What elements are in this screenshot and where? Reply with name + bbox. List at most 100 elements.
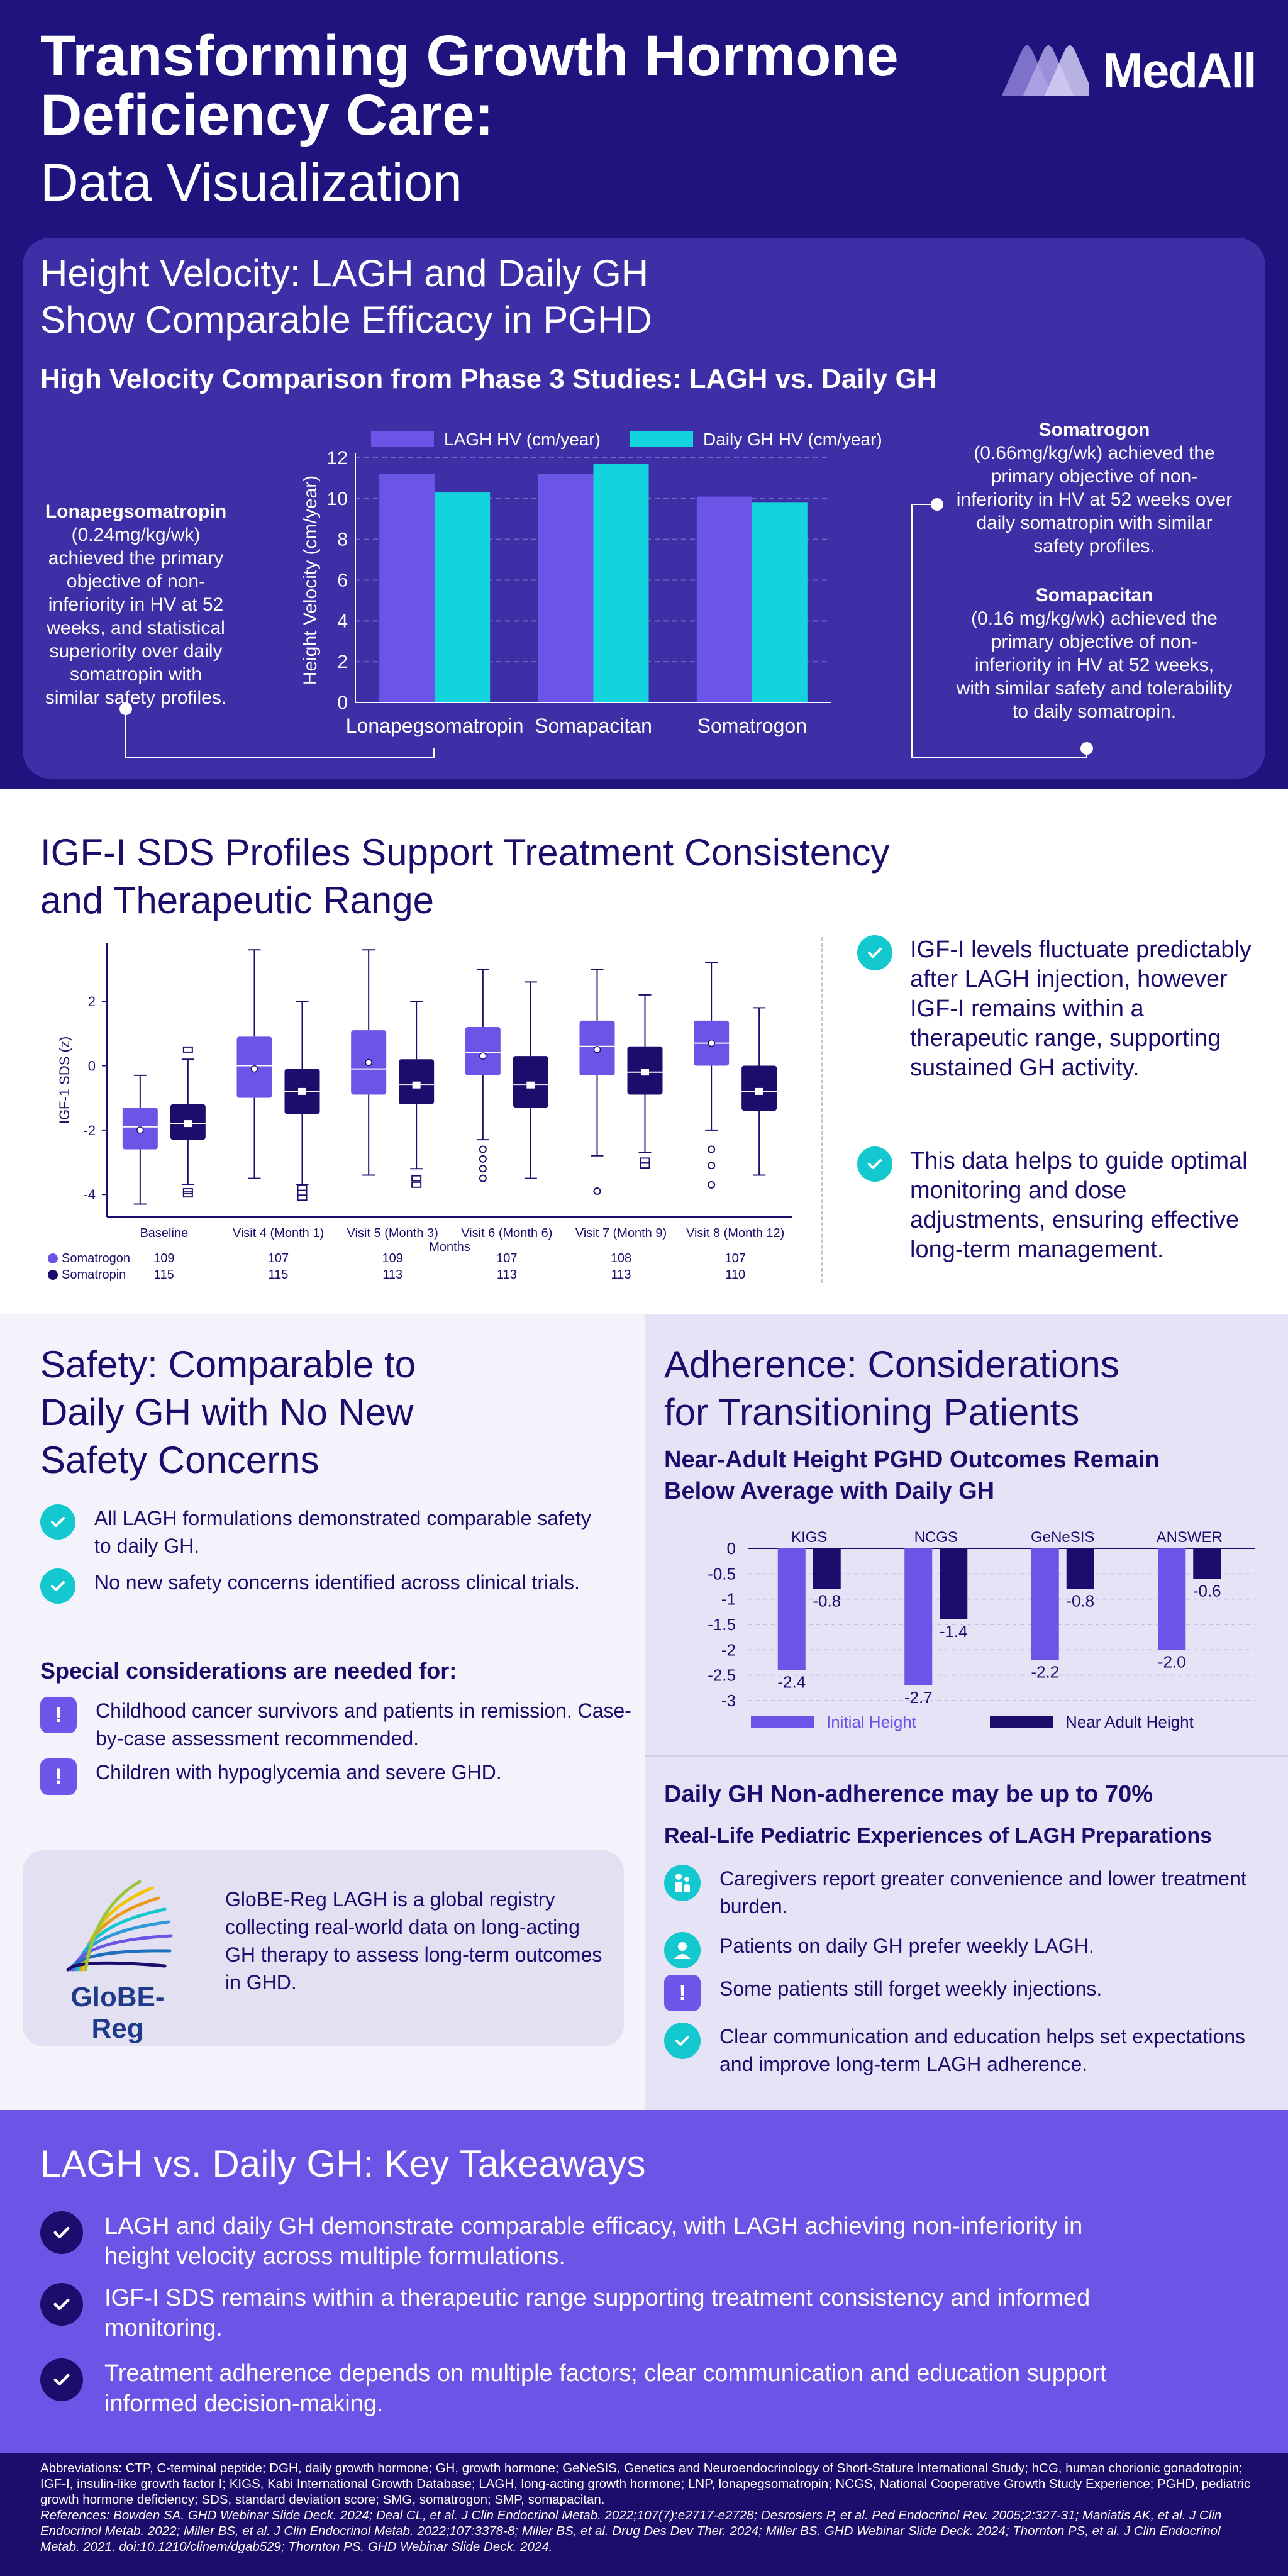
takeaway-item: LAGH and daily GH demonstrate comparable… [40, 2211, 1109, 2272]
globe-reg-logo-icon [66, 1880, 173, 1972]
x-tick-label: Baseline [140, 1226, 188, 1240]
legend-swatch [371, 431, 434, 447]
nonadherence-heading: Daily GH Non-adherence may be up to 70% [664, 1781, 1153, 1807]
y-tick-label: 10 [327, 489, 348, 509]
special-considerations-heading: Special considerations are needed for: [40, 1658, 457, 1684]
check-icon [857, 1146, 892, 1182]
warning-icon: ! [40, 1758, 77, 1795]
box-outlier [479, 1155, 487, 1163]
n-value: 115 [269, 1268, 289, 1282]
box-outlier [479, 1174, 487, 1182]
box-mean-marker [136, 1126, 144, 1134]
nah-bar-chart: 0 -0.5 -1 -1.5 -2 -2.5 -3 -2.4 -0.8 KIGS -2.7 -1.4 N… [708, 1529, 1255, 1731]
box-outlier [708, 1162, 716, 1170]
adherence-item: ! Some patients still forget weekly inje… [664, 1975, 1268, 2011]
annotation-text: (0.16 mg/kg/wk) achieved the primary obj… [956, 608, 1233, 722]
y-axis-label: Height Velocity (cm/year) [300, 475, 321, 685]
annotation-title: Lonapegsomatropin [45, 501, 227, 522]
y-tick-label: -3 [721, 1691, 736, 1710]
n-value: 113 [382, 1268, 402, 1282]
box-mean-marker [298, 1087, 306, 1095]
box-rect [465, 1027, 501, 1075]
legend-swatch [48, 1270, 58, 1280]
nah-bar [1066, 1548, 1094, 1589]
igf-bullet-text: IGF-I levels fluctuate predictably after… [910, 936, 1252, 1081]
y-tick-label: -2 [83, 1123, 96, 1138]
nah-bar [1031, 1548, 1059, 1660]
legend-label: Near Adult Height [1065, 1713, 1194, 1731]
legend-swatch [751, 1716, 814, 1728]
y-tick-label: 6 [337, 570, 348, 591]
y-tick-label: -2.5 [708, 1666, 736, 1685]
y-tick-label: -1.5 [708, 1615, 736, 1634]
adherence-item: Patients on daily GH prefer weekly LAGH. [664, 1932, 1268, 1968]
check-icon [40, 2211, 83, 2254]
x-tick-label: Lonapegsomatropin [346, 714, 524, 737]
data-label: -2.0 [1158, 1652, 1186, 1671]
box-mean-marker [526, 1081, 535, 1089]
page-title: Transforming Growth Hormone Deficiency C… [40, 24, 899, 147]
nah-bar [904, 1548, 933, 1685]
warning-icon: ! [664, 1975, 701, 2011]
nah-bar [940, 1548, 968, 1619]
hv-heading: Height Velocity: LAGH and Daily GH Show … [40, 250, 795, 343]
data-label: -0.8 [1066, 1592, 1094, 1611]
legend-label: Initial Height [826, 1713, 917, 1731]
hv-bar [435, 492, 491, 702]
annotation-somapacitan: Somapacitan (0.16 mg/kg/wk) achieved the… [956, 584, 1233, 723]
takeaways-heading: LAGH vs. Daily GH: Key Takeaways [40, 2143, 646, 2185]
nah-bar [813, 1548, 841, 1589]
y-tick-label: 2 [337, 652, 348, 672]
y-tick-label: -1 [721, 1590, 736, 1609]
annotation-title: Somapacitan [1035, 585, 1153, 606]
n-value: 109 [382, 1252, 402, 1265]
connector-dot [119, 702, 132, 715]
legend-label: Daily GH HV (cm/year) [703, 430, 882, 449]
category-label: GeNeSIS [1031, 1529, 1094, 1546]
category-label: NCGS [914, 1529, 958, 1546]
hv-heading-line: Height Velocity: LAGH and Daily GH [40, 252, 649, 294]
legend-swatch [48, 1253, 58, 1263]
box-mean-marker [184, 1120, 192, 1128]
n-value: 107 [724, 1252, 745, 1265]
check-icon [857, 935, 892, 970]
box-outlier [297, 1194, 308, 1201]
box-outlier [411, 1181, 422, 1188]
x-tick-label: Visit 8 (Month 12) [686, 1226, 784, 1240]
registry-card [23, 1850, 624, 2046]
safety-bullet-text: No new safety concerns identified across… [94, 1571, 580, 1594]
check-icon [40, 2358, 83, 2401]
patient-icon [664, 1932, 701, 1968]
takeaway-text: LAGH and daily GH demonstrate comparable… [104, 2213, 1083, 2270]
brand-logo: MedAll [997, 39, 1257, 102]
references: References: Bowden SA. GHD Webinar Slide… [40, 2508, 1222, 2554]
hv-chart-title: High Velocity Comparison from Phase 3 St… [40, 364, 937, 394]
x-axis-label: Months [429, 1240, 470, 1254]
hv-bar [593, 464, 649, 702]
real-life-heading: Real-Life Pediatric Experiences of LAGH … [664, 1824, 1213, 1848]
globe-reg-logo: GloBE-Reg [45, 1875, 190, 2044]
adherence-item: Clear communication and education helps … [664, 2023, 1268, 2078]
nah-chart-title-line: Near-Adult Height PGHD Outcomes Remain [664, 1446, 1160, 1473]
n-value: 110 [725, 1268, 745, 1282]
data-label: -0.6 [1193, 1581, 1221, 1600]
y-tick-label: 12 [327, 448, 348, 469]
legend-swatch [630, 431, 693, 447]
x-tick-label: Visit 6 (Month 6) [461, 1226, 552, 1240]
data-label: -2.4 [777, 1673, 806, 1692]
adherence-heading-line: Adherence: Considerations [664, 1343, 1119, 1385]
x-tick-label: Somapacitan [535, 714, 652, 737]
box-outlier [708, 1145, 716, 1153]
y-tick-label: 4 [337, 611, 348, 631]
box-outlier [411, 1175, 422, 1182]
warning-icon: ! [40, 1697, 77, 1733]
igf-bullet: This data helps to guide optimal monitor… [857, 1146, 1260, 1265]
n-value: 113 [611, 1268, 631, 1282]
divider [645, 1755, 1288, 1757]
igf-box-plot: 2 0 -2 -4 IGF-1 SDS (z) Baseline 109 115 Visit 4… [48, 943, 792, 1282]
igf-bullet: IGF-I levels fluctuate predictably after… [857, 935, 1260, 1083]
x-tick-label: Visit 7 (Month 9) [575, 1226, 667, 1240]
check-icon [40, 1504, 75, 1540]
connector-line-lonapeg [125, 709, 435, 758]
x-tick-label: Somatrogon [697, 714, 807, 737]
